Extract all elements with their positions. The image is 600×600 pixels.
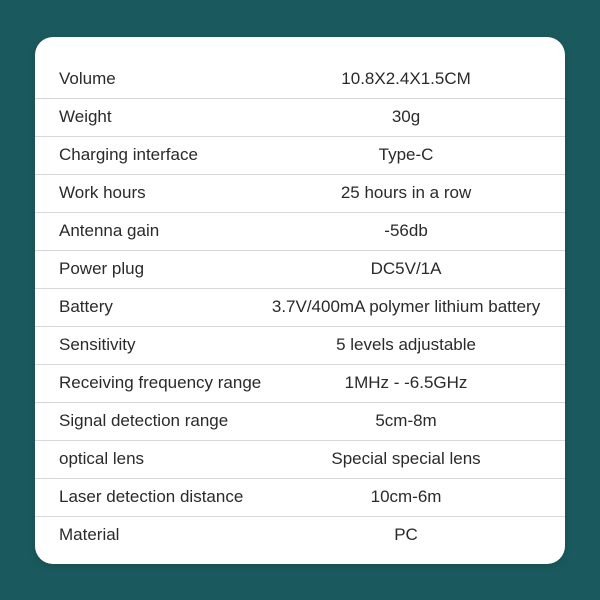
spec-label: Antenna gain xyxy=(59,221,271,241)
spec-value: -56db xyxy=(271,221,541,241)
spec-row: Receiving frequency range 1MHz - -6.5GHz xyxy=(35,365,565,403)
spec-label: Laser detection distance xyxy=(59,487,271,507)
spec-label: Material xyxy=(59,525,271,545)
spec-label: Signal detection range xyxy=(59,411,271,431)
spec-value: DC5V/1A xyxy=(271,259,541,279)
spec-label: Volume xyxy=(59,69,271,89)
spec-value: 10.8X2.4X1.5CM xyxy=(271,69,541,89)
spec-row: Weight 30g xyxy=(35,99,565,137)
spec-value: 3.7V/400mA polymer lithium battery xyxy=(271,297,541,317)
spec-label: Power plug xyxy=(59,259,271,279)
spec-row: Signal detection range 5cm-8m xyxy=(35,403,565,441)
spec-row: Battery 3.7V/400mA polymer lithium batte… xyxy=(35,289,565,327)
spec-row: Antenna gain -56db xyxy=(35,213,565,251)
spec-value: 25 hours in a row xyxy=(271,183,541,203)
spec-value: PC xyxy=(271,525,541,545)
spec-row: Laser detection distance 10cm-6m xyxy=(35,479,565,517)
spec-label: optical lens xyxy=(59,449,271,469)
spec-label: Receiving frequency range xyxy=(59,373,271,393)
spec-label: Charging interface xyxy=(59,145,271,165)
spec-value: 5cm-8m xyxy=(271,411,541,431)
spec-value: 10cm-6m xyxy=(271,487,541,507)
spec-row: Charging interface Type-C xyxy=(35,137,565,175)
spec-value: 5 levels adjustable xyxy=(271,335,541,355)
spec-value: Special special lens xyxy=(271,449,541,469)
spec-value: 30g xyxy=(271,107,541,127)
spec-row: Material PC xyxy=(35,517,565,554)
spec-value: Type-C xyxy=(271,145,541,165)
spec-label: Battery xyxy=(59,297,271,317)
spec-label: Work hours xyxy=(59,183,271,203)
spec-card: Volume 10.8X2.4X1.5CM Weight 30g Chargin… xyxy=(35,37,565,564)
spec-row: Power plug DC5V/1A xyxy=(35,251,565,289)
spec-row: Sensitivity 5 levels adjustable xyxy=(35,327,565,365)
spec-row: Work hours 25 hours in a row xyxy=(35,175,565,213)
spec-label: Sensitivity xyxy=(59,335,271,355)
spec-row: Volume 10.8X2.4X1.5CM xyxy=(35,61,565,99)
spec-row: optical lens Special special lens xyxy=(35,441,565,479)
spec-value: 1MHz - -6.5GHz xyxy=(271,373,541,393)
spec-label: Weight xyxy=(59,107,271,127)
